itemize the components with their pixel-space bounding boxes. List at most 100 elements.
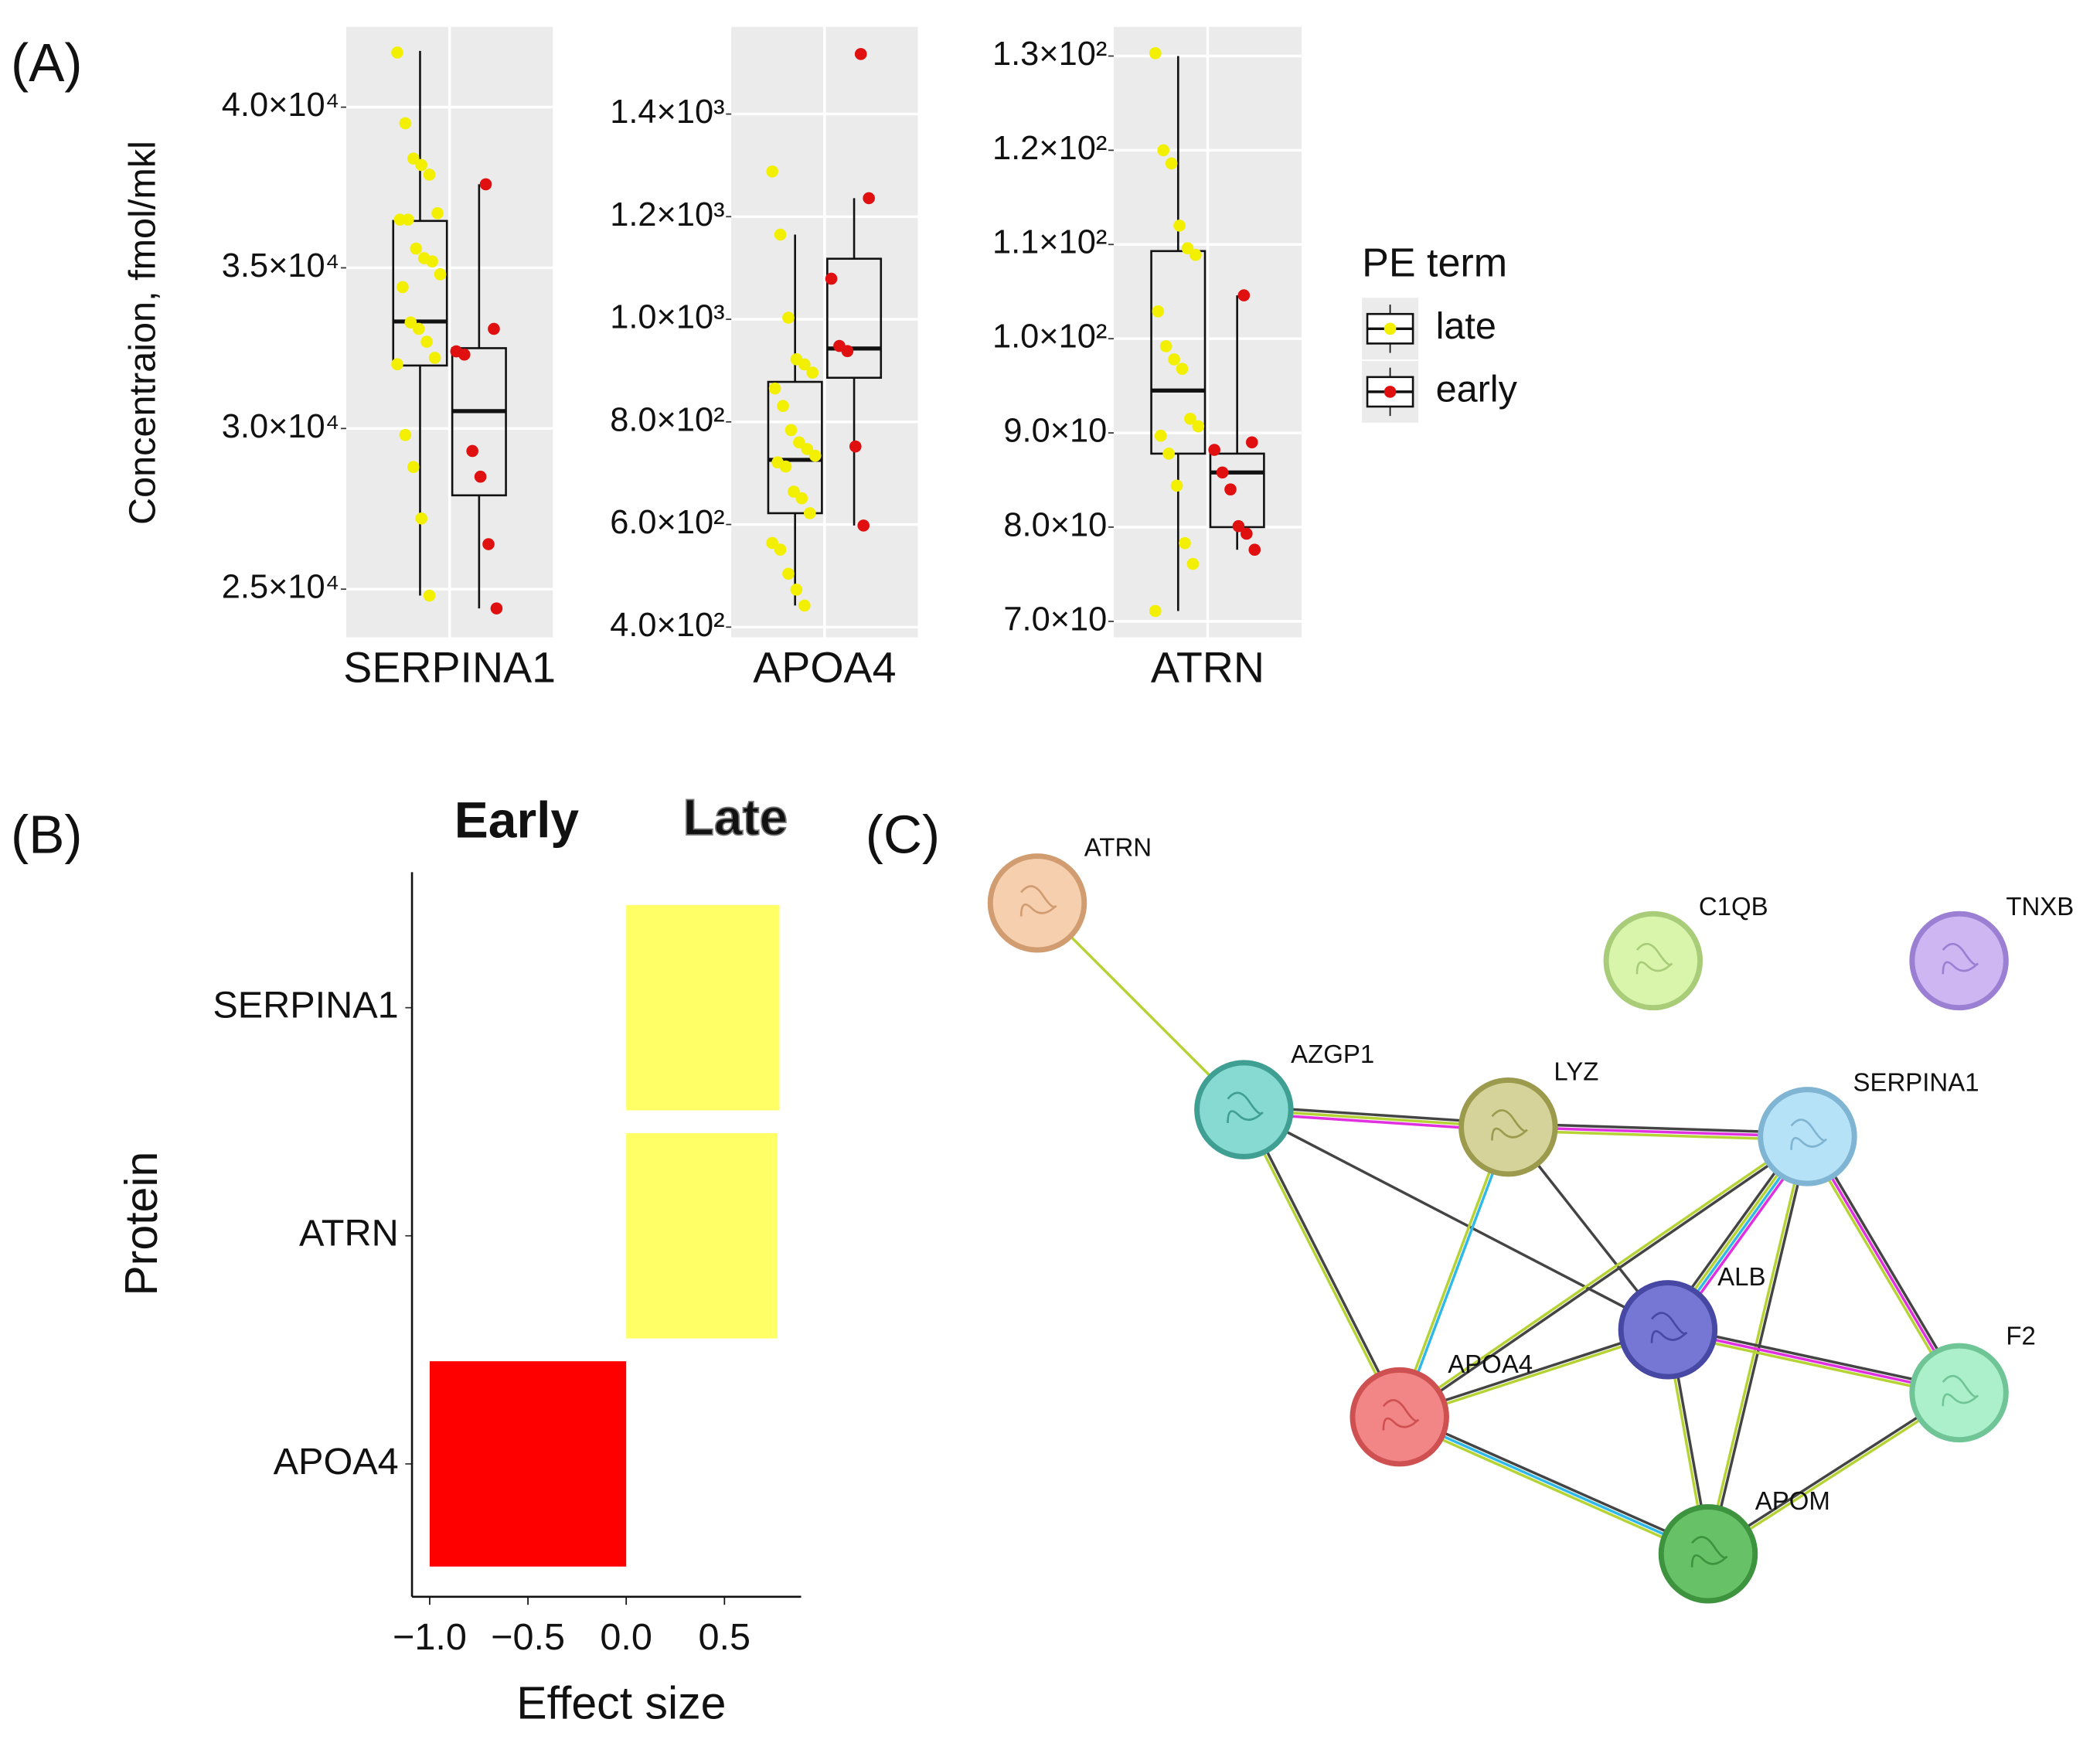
data-point <box>795 492 808 505</box>
data-point <box>420 335 433 348</box>
node-label: LYZ <box>1554 1057 1598 1085</box>
data-point <box>1149 47 1162 60</box>
network-node <box>1350 1367 1449 1467</box>
x-axis-label: APOA4 <box>753 644 896 692</box>
node-label: APOA4 <box>1448 1350 1533 1378</box>
legend-key <box>1384 322 1397 335</box>
node-label: TNXB <box>2006 892 2074 921</box>
data-point <box>1192 420 1205 433</box>
bar <box>626 904 780 1111</box>
data-point <box>1190 248 1202 261</box>
data-point <box>434 268 447 281</box>
data-point <box>490 602 503 614</box>
node-label: APOM <box>1755 1486 1830 1515</box>
data-point <box>1159 340 1173 352</box>
box <box>392 220 448 367</box>
network-node <box>1458 1077 1558 1177</box>
data-point <box>766 165 778 178</box>
annotation: Early <box>454 791 580 848</box>
box <box>767 380 823 515</box>
network-edge <box>1243 1108 1669 1331</box>
box <box>1150 250 1207 455</box>
network-edge <box>1508 1125 1808 1139</box>
network-edge <box>1397 1418 1707 1558</box>
x-tick-label: −1.0 <box>393 1616 467 1658</box>
y-tick-label: 6.0×10² <box>610 504 724 541</box>
network-edge <box>1508 1122 1808 1135</box>
data-point <box>1224 483 1237 496</box>
y-tick-label: 8.0×10 <box>1003 506 1107 543</box>
network-node <box>987 853 1087 953</box>
network-node <box>1758 1087 1857 1186</box>
network-edge <box>1400 1127 1512 1418</box>
data-point <box>1184 412 1196 425</box>
data-point <box>1179 536 1191 550</box>
data-point <box>793 436 805 449</box>
data-point <box>1248 543 1261 557</box>
data-point <box>782 567 795 580</box>
network-node <box>1909 911 2009 1011</box>
node-label: AZGP1 <box>1291 1040 1374 1068</box>
node-structure <box>1635 942 1673 975</box>
data-point <box>1241 527 1253 540</box>
y-tick-label: 4.0×10² <box>610 607 724 644</box>
data-point <box>801 443 814 455</box>
legend-label: early <box>1436 369 1518 410</box>
y-axis-title: Protein <box>116 1152 167 1296</box>
data-point <box>1152 305 1165 318</box>
y-tick-label: ATRN <box>299 1213 399 1254</box>
data-point <box>415 158 428 172</box>
data-point <box>1232 519 1245 533</box>
node-structure <box>1382 1399 1420 1431</box>
network-edge <box>1667 1328 1959 1394</box>
panel-label: (B) <box>11 804 83 864</box>
node-structure <box>1942 1374 1979 1407</box>
y-tick-label: APOA4 <box>274 1441 399 1483</box>
network-edge <box>1396 1125 1508 1417</box>
data-point <box>1168 353 1180 366</box>
data-point <box>863 192 875 205</box>
x-axis-label: ATRN <box>1151 644 1264 692</box>
x-axis-title: Effect size <box>516 1678 726 1729</box>
data-point <box>407 152 420 165</box>
data-point <box>1186 557 1200 570</box>
network-edge <box>1397 1134 1808 1417</box>
node-structure <box>1650 1312 1688 1343</box>
data-point <box>415 512 428 525</box>
node-structure <box>1019 885 1057 917</box>
y-tick-label: 2.5×10⁴ <box>222 569 340 606</box>
data-point <box>1181 242 1194 254</box>
network-edge <box>1803 1137 1958 1396</box>
node-label: SERPINA1 <box>1853 1067 1979 1096</box>
y-axis-title: Concentraion, fmol/mkl <box>121 141 163 525</box>
node-label: F2 <box>2006 1321 2035 1350</box>
y-tick-label: 8.0×10² <box>610 401 724 438</box>
data-point <box>782 311 795 324</box>
node-structure <box>1227 1091 1264 1123</box>
network-node <box>1658 1504 1758 1604</box>
data-point <box>1176 363 1189 375</box>
data-point <box>482 538 495 550</box>
node-label: C1QB <box>1699 892 1768 921</box>
data-point <box>806 366 819 379</box>
node-label: ALB <box>1717 1262 1765 1291</box>
network-edge <box>1400 1136 1809 1420</box>
data-point <box>407 461 420 474</box>
data-point <box>788 485 800 498</box>
data-point <box>474 470 487 483</box>
data-point <box>790 584 803 596</box>
y-tick-label: 1.2×10³ <box>610 196 724 233</box>
network-edge <box>1399 1415 1709 1555</box>
network-node <box>1618 1280 1718 1380</box>
data-point <box>404 316 417 329</box>
data-point <box>402 213 414 226</box>
network-edge <box>1668 1325 1960 1391</box>
data-point <box>1170 479 1183 492</box>
data-point <box>1149 604 1162 618</box>
box <box>451 347 507 497</box>
data-point <box>1208 444 1220 456</box>
data-point <box>397 281 409 294</box>
y-tick-label: 1.0×10³ <box>610 299 724 336</box>
y-tick-label: 1.0×10² <box>992 318 1107 356</box>
